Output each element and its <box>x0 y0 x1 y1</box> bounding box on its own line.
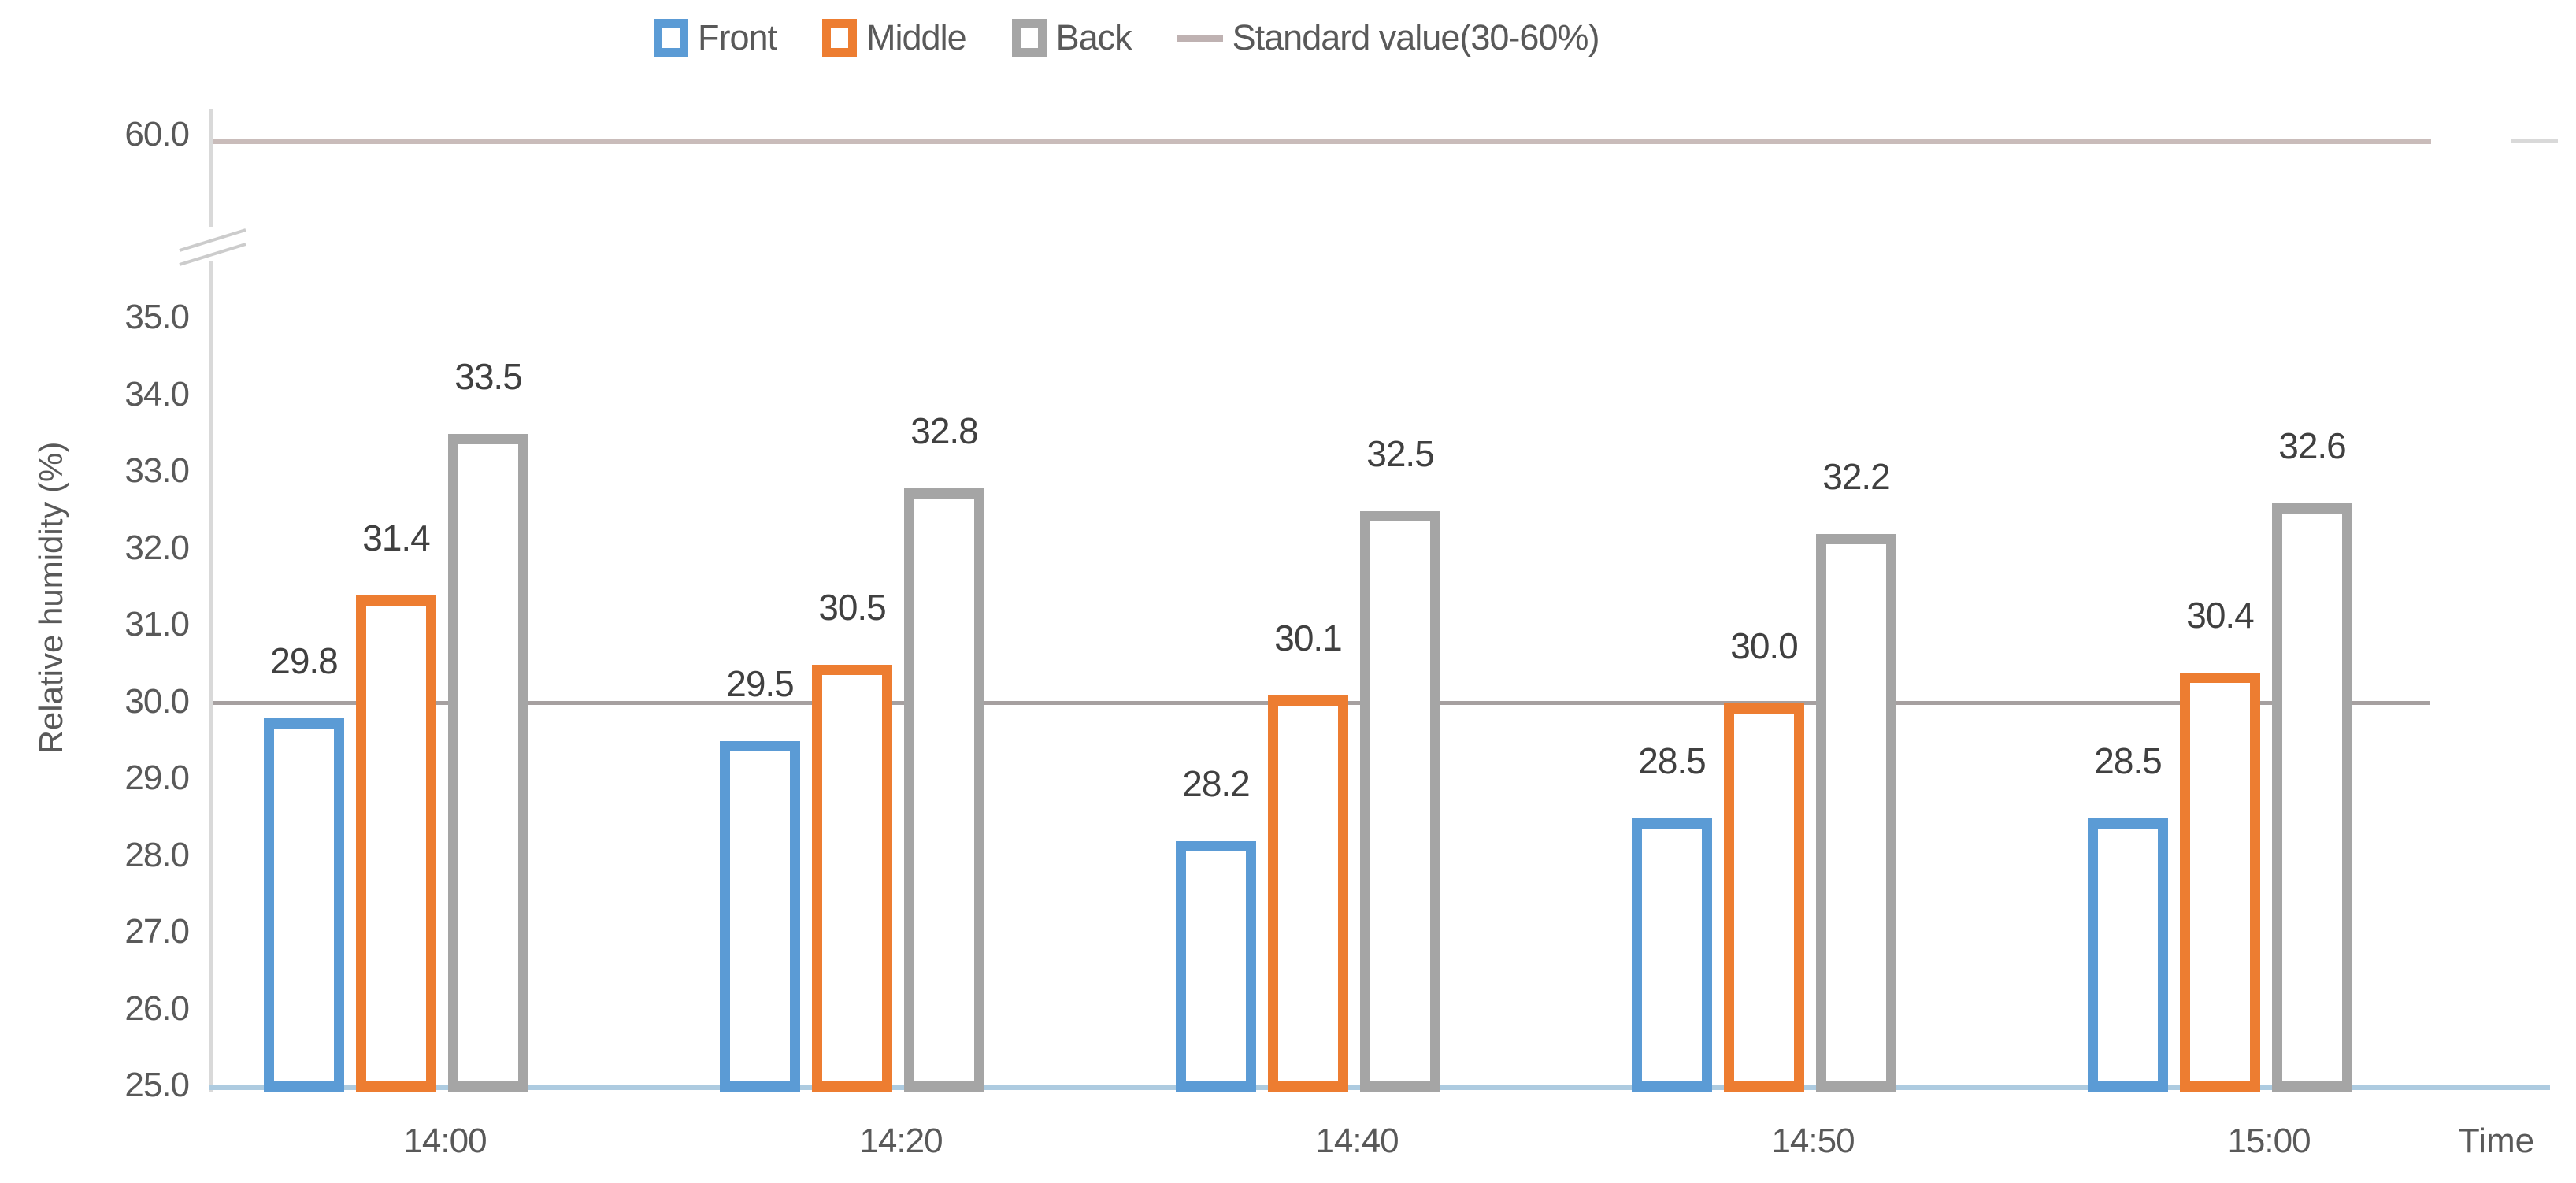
bar-back-15:00 <box>2272 503 2352 1092</box>
bar-middle-14:00 <box>356 595 436 1092</box>
bar-value-label: 30.5 <box>818 586 887 628</box>
legend-label-back: Back <box>1055 17 1132 57</box>
bar-back-14:20 <box>904 488 984 1092</box>
legend-item-front: Front <box>654 17 777 58</box>
bar-value-label: 28.5 <box>1638 740 1707 781</box>
bar-middle-14:20 <box>812 664 892 1092</box>
bar-middle-14:40 <box>1268 695 1348 1092</box>
bar-value-label: 33.5 <box>454 356 523 398</box>
legend: Front Middle Back Standard value(30-60%) <box>654 17 1599 58</box>
bar-value-label: 30.4 <box>2186 594 2255 636</box>
bar-value-label: 32.2 <box>1822 456 1891 497</box>
bar-front-14:40 <box>1176 841 1256 1092</box>
bar-back-14:00 <box>448 434 528 1092</box>
y-tick-label: 31.0 <box>124 605 190 643</box>
y-tick-label: 32.0 <box>124 528 190 567</box>
legend-item-back: Back <box>1011 17 1132 58</box>
legend-label-middle: Middle <box>866 17 967 57</box>
middle-series-swatch-icon <box>822 19 858 57</box>
standard-line-fragment <box>2511 139 2558 143</box>
y-axis-line <box>209 109 213 1092</box>
bar-value-label: 30.1 <box>1274 617 1343 658</box>
y-tick-label: 25.0 <box>124 1066 190 1104</box>
bar-value-label: 31.4 <box>362 517 431 558</box>
legend-label-front: Front <box>698 17 777 57</box>
bar-front-15:00 <box>2088 818 2168 1092</box>
legend-item-standard-value: Standard value(30-60%) <box>1177 17 1599 58</box>
bar-middle-14:50 <box>1724 703 1804 1092</box>
x-tick-label: 14:00 <box>403 1122 487 1160</box>
bar-back-14:40 <box>1360 510 1440 1092</box>
y-tick-label: 34.0 <box>124 374 190 413</box>
legend-item-middle: Middle <box>822 17 967 58</box>
back-series-swatch-icon <box>1011 19 1047 57</box>
standard-value-upper-line <box>213 139 2431 144</box>
y-tick-label: 28.0 <box>124 835 190 874</box>
y-tick-label: 30.0 <box>124 681 190 721</box>
y-tick-label: 35.0 <box>124 298 190 336</box>
bar-value-label: 32.8 <box>910 410 979 451</box>
bar-front-14:00 <box>264 718 344 1092</box>
y-tick-label: 60.0 <box>124 115 190 154</box>
bar-value-label: 30.0 <box>1730 625 1799 666</box>
bar-value-label: 28.5 <box>2094 740 2163 781</box>
x-tick-label: 14:50 <box>1771 1122 1855 1160</box>
bar-value-label: 28.2 <box>1182 763 1251 804</box>
y-tick-label: 26.0 <box>124 988 190 1028</box>
y-tick-label: 29.0 <box>124 758 190 797</box>
y-tick-label: 27.0 <box>124 912 190 951</box>
x-tick-label: 14:20 <box>859 1122 943 1160</box>
y-axis-break-icon <box>179 227 246 266</box>
x-axis-title: Time <box>2458 1122 2535 1160</box>
legend-label-standard-value: Standard value(30-60%) <box>1232 17 1600 57</box>
bar-front-14:20 <box>720 741 800 1092</box>
bar-back-14:50 <box>1816 534 1896 1092</box>
bar-value-label: 29.5 <box>726 663 795 705</box>
bar-value-label: 32.6 <box>2278 425 2347 466</box>
bar-front-14:50 <box>1632 818 1712 1092</box>
bar-middle-15:00 <box>2180 672 2260 1092</box>
standard-value-line-swatch-icon <box>1177 34 1223 42</box>
bar-value-label: 32.5 <box>1366 432 1435 474</box>
front-series-swatch-icon <box>654 19 688 57</box>
x-tick-label: 15:00 <box>2227 1122 2311 1160</box>
y-tick-label: 33.0 <box>124 451 190 490</box>
x-tick-label: 14:40 <box>1315 1122 1399 1160</box>
bar-value-label: 29.8 <box>270 640 339 681</box>
